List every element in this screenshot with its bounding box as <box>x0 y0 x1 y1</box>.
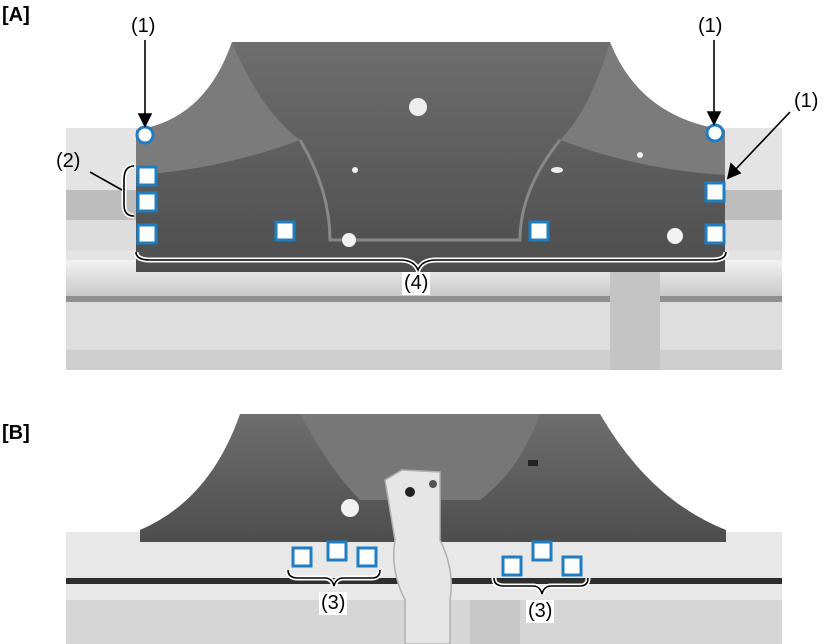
weld-square-marker <box>531 540 553 562</box>
weld-square-marker <box>561 555 583 577</box>
panel-b-leaders <box>285 569 591 595</box>
panel-b-drawing <box>66 414 782 644</box>
callout-1-left: (1) <box>131 15 156 37</box>
callout-2: (2) <box>56 150 81 172</box>
panel-b-markers <box>291 540 583 577</box>
panel-b-label: [B] <box>2 422 30 444</box>
weld-square-marker <box>136 223 158 245</box>
callout-1-right-top: (1) <box>698 15 723 37</box>
weld-square-marker <box>136 191 158 213</box>
panel-a-markers <box>135 123 726 245</box>
callout-1-right: (1) <box>794 90 819 112</box>
weld-square-marker <box>704 223 726 245</box>
panel-a-label: [A] <box>2 4 30 26</box>
weld-square-marker <box>136 165 158 187</box>
weld-square-marker <box>501 555 523 577</box>
callout-3-left: (3) <box>319 592 348 615</box>
panel-a-drawing <box>66 42 782 370</box>
panel-a-leaders <box>89 40 791 277</box>
weld-square-marker <box>291 546 313 568</box>
callout-4: (4) <box>402 272 431 295</box>
weld-square-marker <box>326 540 348 562</box>
weld-circle-marker <box>135 125 155 145</box>
weld-square-marker <box>704 181 726 203</box>
weld-circle-marker <box>705 123 725 143</box>
weld-square-marker <box>356 546 378 568</box>
weld-square-marker <box>274 220 296 242</box>
callout-3-right: (3) <box>526 600 555 623</box>
weld-square-marker <box>528 220 550 242</box>
